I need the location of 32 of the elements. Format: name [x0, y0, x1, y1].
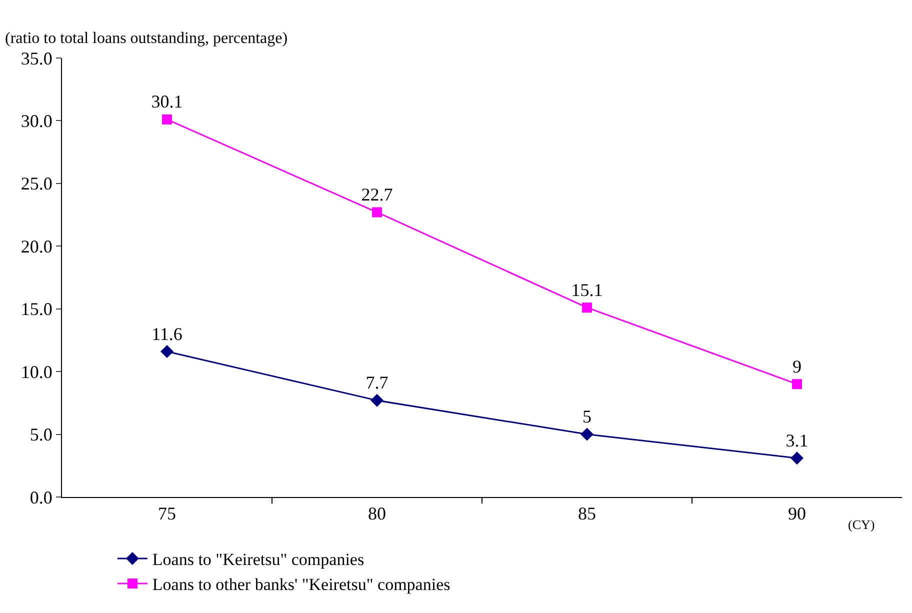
point: [160, 345, 174, 358]
data-label: 11.6: [152, 324, 182, 344]
data-label: 22.7: [361, 184, 393, 205]
x-axis-title: (CY): [848, 517, 875, 532]
point: [370, 394, 384, 407]
y-tick-label: 20.0: [20, 236, 52, 256]
point: [162, 114, 172, 124]
y-tick-label: 30.0: [20, 111, 52, 132]
y-tick-label: 5.0: [30, 424, 52, 445]
x-tick-label: 90: [788, 504, 806, 524]
point: [372, 207, 382, 218]
point: [580, 428, 594, 441]
point: [792, 379, 802, 390]
legend-label: Loans to "Keiretsu" companies: [152, 550, 364, 570]
data-label: 9: [792, 356, 802, 376]
y-tick-label: 25.0: [20, 174, 52, 194]
legend-label: Loans to other banks' "Keiretsu" companies: [152, 575, 450, 594]
x-tick-label: 85: [578, 504, 596, 524]
data-label: 7.7: [366, 372, 388, 393]
data-label: 30.1: [151, 92, 183, 112]
data-label: 3.1: [786, 430, 808, 450]
point: [582, 302, 592, 313]
y-tick-label: 15.0: [20, 299, 52, 320]
data-label: 5: [582, 406, 592, 427]
point: [790, 452, 804, 465]
y-tick-label: 35.0: [20, 48, 52, 68]
y-tick-label: 0.0: [30, 487, 52, 508]
y-axis-title: (ratio to total loans outstanding, percentage): [5, 30, 288, 47]
x-tick-label: 80: [368, 504, 386, 524]
y-tick-label: 10.0: [20, 362, 52, 382]
data-label: 15.1: [571, 280, 603, 300]
x-tick-label: 75: [158, 504, 176, 524]
